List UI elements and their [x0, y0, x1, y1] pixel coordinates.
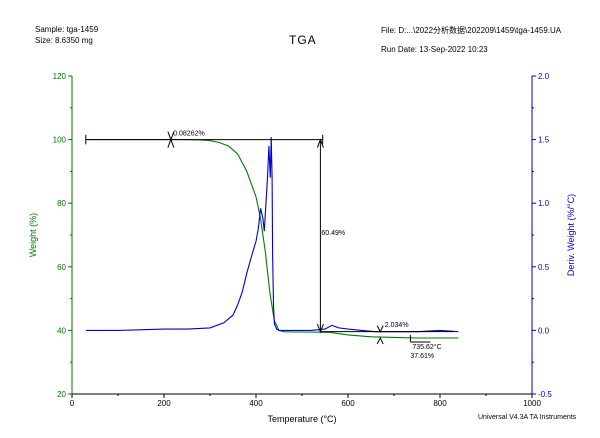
- chart-title: TGA: [289, 33, 317, 47]
- y-tick-label: 100: [53, 136, 67, 145]
- y2-tick-label: 1.5: [538, 136, 550, 145]
- step-label-3: 2.034%: [385, 322, 409, 329]
- arrow-head: [316, 138, 324, 148]
- y2-tick-label: 0.0: [538, 326, 550, 335]
- y-tick-label: 120: [53, 72, 67, 81]
- y-tick-label: 40: [57, 326, 66, 335]
- step-label-2: 60.49%: [321, 230, 345, 237]
- sample-label: Sample: tga-1459: [35, 25, 99, 34]
- x-tick-label: 400: [249, 399, 263, 408]
- y2-tick-label: -0.5: [538, 390, 552, 399]
- y2-tick-label: 1.0: [538, 199, 550, 208]
- point-label-temp: 735.62°C: [412, 343, 441, 351]
- run-date-label: Run Date: 13-Sep-2022 10:23: [381, 45, 488, 54]
- step-label-1: 0.08262%: [173, 130, 205, 137]
- size-label: Size: 8.6350 mg: [35, 36, 93, 45]
- y-tick-label: 20: [57, 390, 66, 399]
- annotations: 0.08262% 60.49% 2.034% 735.62°C 37.61%: [85, 130, 454, 360]
- chart-marks: [85, 137, 459, 339]
- x-tick-label: 1000: [523, 399, 541, 408]
- file-label: File: D:...\2022分析数据\202209\1459\tga-145…: [381, 26, 562, 35]
- x-tick-label: 200: [157, 399, 171, 408]
- x-axis-label: Temperature (°C): [267, 414, 336, 424]
- y-tick-label: 80: [57, 199, 66, 208]
- axes: 0 200 400 600 800 1000 20 40 60 80 100 120 -0.5 0.0 0.…: [28, 72, 576, 424]
- point-label-weight: 37.61%: [410, 353, 434, 360]
- deriv-weight-line: [85, 137, 459, 333]
- step-marker: [167, 131, 175, 148]
- x-tick-label: 800: [433, 399, 447, 408]
- y-axis-label: Weight (%): [28, 213, 38, 257]
- y-tick-label: 60: [57, 263, 66, 272]
- software-label: Universal V4.3A TA Instruments: [478, 414, 577, 421]
- step-marker-2: [376, 325, 384, 345]
- y2-axis-label: Deriv. Weight (%/°C): [566, 194, 576, 276]
- x-tick-label: 600: [341, 399, 355, 408]
- x-tick-label: 0: [70, 399, 75, 408]
- y2-tick-label: 0.5: [538, 263, 550, 272]
- y2-tick-label: 2.0: [538, 72, 550, 81]
